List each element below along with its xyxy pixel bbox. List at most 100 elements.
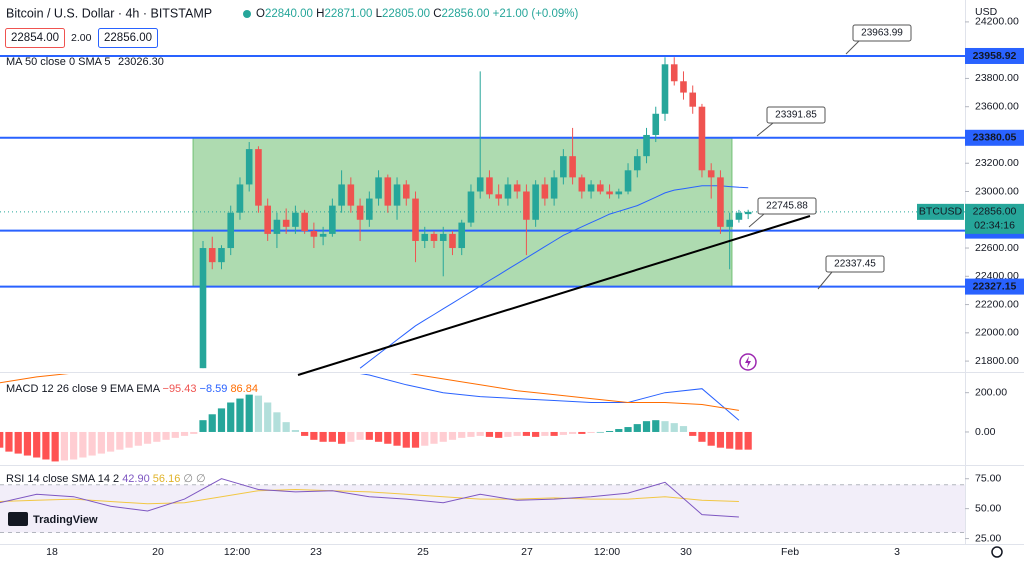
- candle-body: [532, 184, 539, 220]
- overlay: 23963.99 23391.85 22745.88 22337.45: [297, 24, 912, 376]
- ask-price[interactable]: 22856.00: [104, 32, 152, 44]
- macd-bar: [569, 431, 577, 434]
- buy-button[interactable]: [98, 28, 158, 48]
- macd-bar: [143, 431, 152, 444]
- callout-box: [757, 197, 817, 215]
- lightning: [745, 356, 751, 368]
- currency[interactable]: USD: [975, 6, 998, 18]
- x-tick-label: 12:00: [224, 546, 250, 558]
- candle-body: [541, 184, 549, 199]
- y-tick-label: 0.00: [975, 426, 996, 438]
- macd-bar: [495, 431, 503, 438]
- macd-bar: [107, 431, 115, 452]
- price-label: 22856.00: [973, 206, 1017, 218]
- candle-body: [402, 184, 410, 199]
- candle-body: [495, 194, 502, 199]
- symbol-label: BTCUSD: [919, 206, 963, 218]
- rsi-legend[interactable]: RSI 14 close SMA 14 2 42.90 56.16 ∅ ∅: [6, 473, 206, 485]
- candle-body: [421, 233, 429, 241]
- macd-bar: [393, 431, 401, 446]
- c-label: C: [433, 8, 441, 20]
- candle-body: [504, 184, 512, 199]
- candle-body: [643, 134, 650, 157]
- candle-body: [707, 170, 715, 178]
- countdown: 02:34:16: [974, 220, 1015, 232]
- candle-body: [680, 81, 687, 93]
- settings[interactable]: [991, 546, 1003, 558]
- macd-bar: [661, 421, 669, 432]
- candle-body: [208, 248, 216, 263]
- x-tick-label: 27: [521, 546, 533, 558]
- candle-body: [329, 205, 336, 234]
- candle-body: [717, 177, 724, 227]
- y-tick-label: 23600.00: [975, 100, 1019, 112]
- macd-bar: [633, 424, 641, 432]
- l-label: L: [376, 8, 383, 20]
- bid-price[interactable]: 22854.00: [11, 32, 59, 44]
- macd-bar: [88, 431, 96, 456]
- macd-bar: [374, 431, 383, 442]
- level-badge: [965, 47, 1024, 64]
- price-badge: [965, 203, 1024, 234]
- callout-label: 23963.99: [861, 28, 903, 39]
- candle-body: [550, 177, 558, 199]
- macd-bar: [14, 431, 22, 454]
- callout-box: [825, 255, 885, 273]
- symbol-title[interactable]: Bitcoin / U.S. Dollar · 4h · BITSTAMP: [6, 6, 212, 20]
- macd-bar: [726, 431, 734, 449]
- candle-body: [366, 198, 373, 220]
- candle-body: [245, 149, 253, 185]
- macd-bar: [402, 431, 410, 448]
- candle-body: [513, 184, 521, 192]
- candle-body: [661, 64, 669, 114]
- change: +21.00 (+0.09%): [493, 8, 579, 20]
- x-tick-label: 12:00: [594, 546, 620, 558]
- candle-body: [356, 205, 364, 220]
- macd-bar: [116, 431, 124, 450]
- candle-body: [633, 156, 641, 171]
- y-tick-label: 21800.00: [975, 355, 1019, 367]
- macd-bar: [735, 431, 743, 450]
- y-tick-label: 22200.00: [975, 298, 1019, 310]
- low: 22805.00: [382, 8, 430, 20]
- market-status[interactable]: [243, 10, 251, 18]
- macd-bar: [79, 431, 87, 458]
- macd-bar: [439, 431, 447, 442]
- brand[interactable]: TradingView: [33, 514, 98, 526]
- macd-bar: [199, 420, 207, 432]
- macd-bar: [217, 408, 226, 432]
- sell-button[interactable]: [5, 28, 65, 48]
- macd-bar: [467, 431, 475, 437]
- callout-label: 23391.85: [775, 110, 817, 121]
- macd-bar: [60, 431, 68, 461]
- macd-line: [359, 374, 740, 421]
- candle-body: [393, 184, 401, 206]
- macd-bar: [652, 420, 660, 432]
- callout-label: 22337.45: [834, 259, 876, 270]
- macd-bar: [227, 402, 235, 432]
- candle-body: [458, 222, 466, 249]
- macd-bar: [328, 431, 336, 442]
- macd-bar: [689, 431, 697, 436]
- candle-body: [319, 233, 327, 237]
- candle-body: [689, 92, 697, 107]
- x-tick-label: 23: [310, 546, 322, 558]
- macd-readout: −8.59: [200, 383, 228, 395]
- macd-bar: [485, 431, 494, 437]
- macd-bar: [134, 431, 142, 446]
- extra-readout: ∅: [183, 473, 193, 485]
- macd-pane: [0, 374, 752, 462]
- macd-bar: [254, 395, 263, 432]
- ma-legend[interactable]: MA 50 close 0 SMA 5: [6, 56, 111, 68]
- level-badge: [965, 278, 1024, 295]
- x-tick-label: 20: [152, 546, 164, 558]
- x-tick-label: Feb: [781, 546, 799, 558]
- macd-bar: [679, 426, 688, 432]
- macd-bar: [97, 431, 105, 454]
- spread: 2.00: [71, 32, 92, 44]
- macd-bar: [605, 430, 614, 432]
- x-tick-label: 18: [46, 546, 58, 558]
- macd-legend[interactable]: MACD 12 26 close 9 EMA EMA −95.43 −8.59 …: [6, 383, 258, 395]
